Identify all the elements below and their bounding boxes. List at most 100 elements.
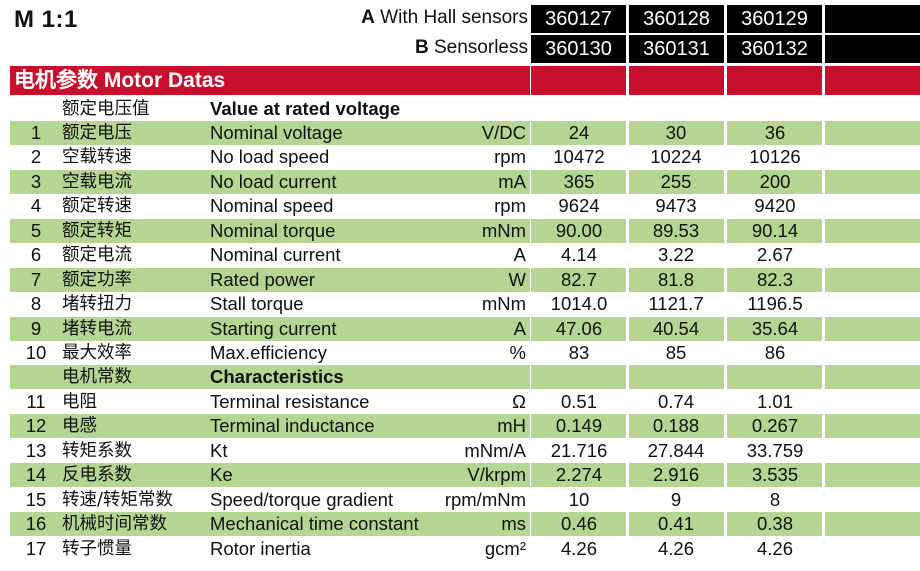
row-value-background xyxy=(825,365,920,390)
value-cell: 10224 xyxy=(650,146,702,168)
chinese-label: 电阻 xyxy=(62,391,97,412)
value-cell: 0.38 xyxy=(756,513,793,535)
row-value-background xyxy=(531,463,626,488)
english-label: No load current xyxy=(210,170,337,192)
value-cell: 36 xyxy=(764,121,786,143)
row-number: 8 xyxy=(30,293,42,315)
value-cell: 0.188 xyxy=(652,415,700,437)
row-number: 17 xyxy=(25,537,47,559)
chinese-label: 反电系数 xyxy=(62,465,132,486)
article-number-cell: 360127 xyxy=(531,5,626,33)
row-background xyxy=(10,365,530,390)
value-cell: 8 xyxy=(769,488,781,510)
unit-label: rpm xyxy=(494,146,526,168)
english-label: Nominal torque xyxy=(210,219,336,241)
row-value-background xyxy=(629,267,724,292)
english-label: Terminal inductance xyxy=(210,415,375,437)
value-cell: 0.149 xyxy=(555,415,603,437)
row-value-background xyxy=(629,365,724,390)
value-cell: 30 xyxy=(665,121,687,143)
unit-label: mA xyxy=(498,170,526,192)
row-value-background xyxy=(825,267,920,292)
table-row: 2 空载转速 No load speed rpm 10472 10224 10126 xyxy=(0,145,920,169)
value-cell: 82.7 xyxy=(560,268,597,290)
row-value-background xyxy=(531,169,626,194)
row-value-background xyxy=(531,414,626,439)
row-value-background xyxy=(531,316,626,341)
value-cell: 2.916 xyxy=(652,464,700,486)
english-label: No load speed xyxy=(210,146,330,168)
banner-col-2 xyxy=(629,66,724,95)
row-value-background xyxy=(825,488,920,512)
table-row: 7 额定功率 Rated power W 82.7 81.8 82.3 xyxy=(0,267,920,292)
row-value-background xyxy=(825,97,920,121)
table-row: 3 空载电流 No load current mA 365 255 200 xyxy=(0,169,920,194)
variant-letter: A xyxy=(361,7,375,28)
english-label: Value at rated voltage xyxy=(210,97,401,119)
table-row: 11 电阻 Terminal resistance Ω 0.51 0.74 1.01 xyxy=(0,390,920,414)
row-number: 6 xyxy=(30,244,42,266)
row-value-background xyxy=(825,341,920,365)
value-cell: 90.00 xyxy=(555,219,603,241)
chinese-label: 额定功率 xyxy=(62,269,132,290)
section-header-row: 额定电压值 Value at rated voltage xyxy=(0,97,920,121)
row-number: 3 xyxy=(30,170,42,192)
row-value-background xyxy=(531,97,626,121)
value-cell: 83 xyxy=(568,342,590,363)
row-number: 4 xyxy=(30,195,42,217)
table-row: 17 转子惯量 Rotor inertia gcm² 4.26 4.26 4.26 xyxy=(0,537,920,561)
chinese-label: 堵转扭力 xyxy=(62,294,132,315)
row-number: 14 xyxy=(25,464,47,486)
english-label: Starting current xyxy=(210,317,337,339)
value-cell: 90.14 xyxy=(751,219,799,241)
variant-row: B Sensorless 360130 360131 360132 xyxy=(0,35,920,63)
article-number-cell: 360131 xyxy=(629,35,724,63)
table-row: 16 机械时间常数 Mechanical time constant ms 0.46 0.… xyxy=(0,512,920,537)
value-cell: 27.844 xyxy=(647,439,705,461)
row-value-background xyxy=(825,414,920,439)
english-label: Rotor inertia xyxy=(210,537,311,559)
row-background xyxy=(10,414,530,439)
value-cell: 365 xyxy=(563,170,595,192)
banner-col-1 xyxy=(531,66,626,95)
row-background xyxy=(10,267,530,292)
row-value-background xyxy=(825,537,920,561)
table-row: 10 最大效率 Max.efficiency% 83 85 86 xyxy=(0,341,920,365)
row-value-background xyxy=(629,120,724,145)
english-label: Rated power xyxy=(210,268,315,290)
row-number: 5 xyxy=(30,219,42,241)
row-value-background xyxy=(629,218,724,243)
row-value-background xyxy=(825,194,920,218)
chinese-label: 额定电流 xyxy=(62,245,132,266)
english-label: Nominal speed xyxy=(210,195,334,217)
article-number-cell xyxy=(825,35,920,63)
value-cell: 255 xyxy=(660,170,692,192)
unit-label: gcm² xyxy=(484,537,526,559)
value-cell: 47.06 xyxy=(555,317,603,339)
scale-label: M 1:1 xyxy=(14,6,78,33)
unit-label: rpm xyxy=(494,195,526,217)
variant-text: With Hall sensors xyxy=(374,7,528,28)
chinese-label: 电感 xyxy=(62,416,97,437)
value-cell: 9624 xyxy=(558,195,600,217)
english-label: Terminal resistance xyxy=(210,390,370,412)
row-value-background xyxy=(825,439,920,463)
row-value-background xyxy=(825,169,920,194)
article-number-cell: 360129 xyxy=(727,5,822,33)
article-number-cell: 360128 xyxy=(629,5,724,33)
row-value-background xyxy=(825,145,920,169)
value-cell: 0.51 xyxy=(560,390,597,412)
row-value-background xyxy=(531,120,626,145)
english-label: Max.efficiency xyxy=(210,342,327,363)
unit-label: W xyxy=(508,268,526,290)
english-label: Mechanical time constant xyxy=(210,513,419,535)
chinese-label: 机械时间常数 xyxy=(62,514,167,535)
value-cell: 89.53 xyxy=(652,219,700,241)
row-background xyxy=(10,218,530,243)
variant-row: A With Hall sensors 360127 360128 360129 xyxy=(0,5,920,33)
variant-text: Sensorless xyxy=(428,37,528,58)
table-row: 1 额定电压 Nominal voltage V/DC 24 30 36 xyxy=(0,120,920,145)
row-value-background xyxy=(531,218,626,243)
value-cell: 40.54 xyxy=(652,317,700,339)
row-background xyxy=(10,512,530,537)
